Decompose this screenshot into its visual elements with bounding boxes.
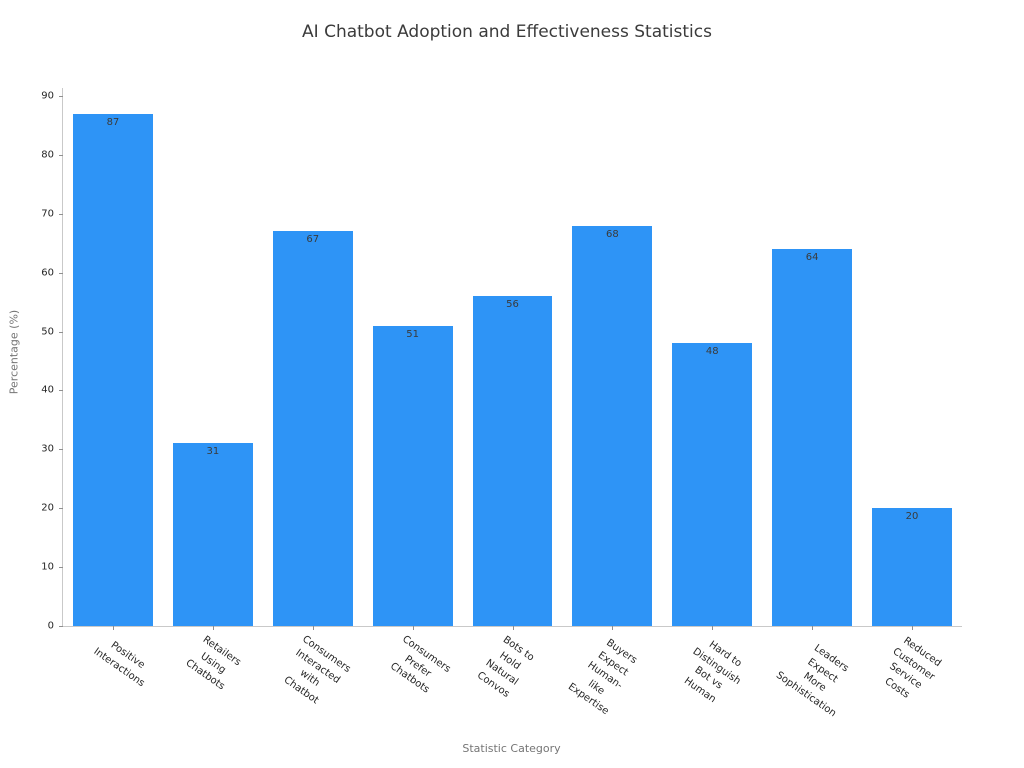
y-tick-label: 30 [41, 443, 54, 455]
y-tick-mark [59, 331, 63, 333]
bar-6: 48 [672, 343, 753, 626]
plot-area: 0 10 20 30 40 50 60 70 80 90 87 Positive Interactio… [41, 88, 962, 719]
y-tick-label: 70 [41, 208, 54, 220]
x-category-label: Reduced Customer Service Costs [882, 635, 944, 701]
bar-value-label: 87 [106, 116, 120, 128]
x-tick-mark [212, 626, 214, 630]
x-tick-mark [512, 626, 514, 630]
bar-value-label: 68 [606, 228, 619, 240]
y-tick-mark [59, 508, 63, 510]
x-tick-mark [112, 626, 114, 630]
x-tick-mark [412, 626, 414, 630]
chart-title: AI Chatbot Adoption and Effectiveness St… [302, 22, 712, 42]
x-category-label: Positive Interactions [91, 639, 147, 689]
y-tick-label: 50 [41, 326, 54, 338]
bar-7: 64 [772, 249, 853, 626]
y-tick-label: 90 [41, 90, 54, 102]
y-tick-mark [59, 95, 63, 97]
x-category-label: Retailers Using Chatbots [183, 634, 243, 693]
x-tick-mark [812, 626, 814, 630]
y-axis-label: Percentage (%) [7, 309, 21, 395]
bar-8: 20 [872, 508, 952, 626]
y-tick-mark [59, 213, 63, 215]
bar-3: 51 [372, 325, 453, 626]
x-category-label: Consumers Prefer Chatbots [387, 633, 453, 696]
bar-0: 87 [72, 113, 153, 626]
y-tick-label: 20 [41, 502, 54, 514]
bar-2: 67 [272, 231, 353, 626]
x-tick-mark [312, 626, 314, 630]
y-tick-label: 40 [41, 384, 54, 396]
bar-value-label: 51 [406, 328, 419, 340]
x-tick-mark [712, 626, 714, 630]
x-tick-mark [912, 626, 914, 630]
y-tick-mark [59, 626, 63, 627]
bar-value-label: 67 [306, 234, 320, 246]
x-category-label: Consumers Interacted with Chatbot [281, 633, 353, 706]
x-tick-mark [612, 626, 614, 630]
bar-5: 68 [572, 225, 653, 626]
bar-value-label: 48 [705, 346, 719, 358]
bar-value-label: 64 [805, 252, 819, 264]
y-tick-mark [59, 390, 63, 392]
y-tick-mark [59, 272, 63, 274]
y-tick-label: 80 [41, 149, 54, 161]
x-category-label: Bots to Hold Natural Convos [474, 634, 536, 700]
x-category-label: Buyers Expect Human-like Expertise [566, 637, 640, 718]
y-tick-label: 60 [41, 267, 54, 279]
bar-4: 56 [472, 296, 553, 626]
bar-value-label: 31 [206, 446, 220, 458]
y-tick-mark [59, 449, 63, 451]
y-tick-label: 10 [41, 561, 54, 573]
bar-1: 31 [172, 443, 253, 626]
x-category-label: Leaders Expect More Sophistication [774, 642, 851, 719]
y-tick-mark [59, 154, 63, 156]
bar-value-label: 56 [506, 299, 519, 311]
x-axis-label: Statistic Category [462, 742, 561, 755]
x-category-label: Hard to Distinguish Bot vs Human [682, 639, 744, 705]
y-tick-mark [59, 567, 63, 569]
bar-value-label: 20 [905, 511, 919, 523]
y-tick-label: 0 [47, 620, 54, 632]
